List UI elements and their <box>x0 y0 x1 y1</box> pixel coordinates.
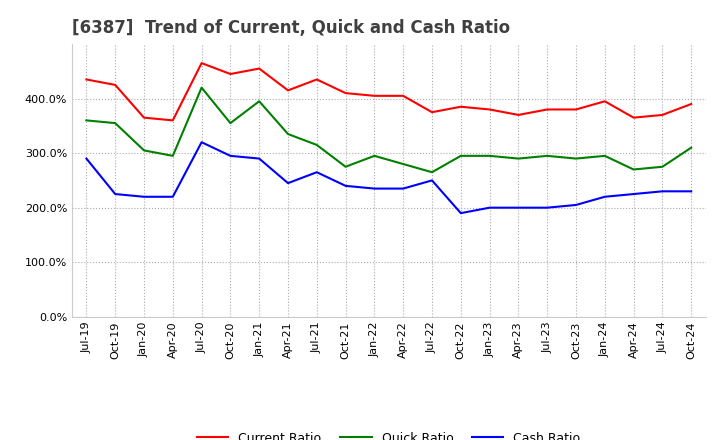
Quick Ratio <box>456 153 465 158</box>
Current Ratio <box>284 88 292 93</box>
Quick Ratio <box>370 153 379 158</box>
Quick Ratio <box>543 153 552 158</box>
Current Ratio <box>456 104 465 110</box>
Quick Ratio <box>485 153 494 158</box>
Quick Ratio <box>629 167 638 172</box>
Text: [6387]  Trend of Current, Quick and Cash Ratio: [6387] Trend of Current, Quick and Cash … <box>72 19 510 37</box>
Quick Ratio <box>197 85 206 90</box>
Cash Ratio <box>341 183 350 188</box>
Cash Ratio <box>456 210 465 216</box>
Quick Ratio <box>226 121 235 126</box>
Quick Ratio <box>168 153 177 158</box>
Cash Ratio <box>658 189 667 194</box>
Cash Ratio <box>197 139 206 145</box>
Cash Ratio <box>168 194 177 199</box>
Quick Ratio <box>399 161 408 167</box>
Current Ratio <box>629 115 638 120</box>
Cash Ratio <box>370 186 379 191</box>
Cash Ratio <box>226 153 235 158</box>
Cash Ratio <box>600 194 609 199</box>
Quick Ratio <box>658 164 667 169</box>
Quick Ratio <box>82 118 91 123</box>
Current Ratio <box>370 93 379 99</box>
Cash Ratio <box>111 191 120 197</box>
Cash Ratio <box>140 194 148 199</box>
Current Ratio <box>600 99 609 104</box>
Cash Ratio <box>514 205 523 210</box>
Current Ratio <box>168 118 177 123</box>
Current Ratio <box>140 115 148 120</box>
Cash Ratio <box>284 180 292 186</box>
Cash Ratio <box>82 156 91 161</box>
Current Ratio <box>485 107 494 112</box>
Quick Ratio <box>600 153 609 158</box>
Quick Ratio <box>111 121 120 126</box>
Current Ratio <box>658 112 667 117</box>
Line: Quick Ratio: Quick Ratio <box>86 88 691 172</box>
Current Ratio <box>226 71 235 77</box>
Cash Ratio <box>255 156 264 161</box>
Cash Ratio <box>543 205 552 210</box>
Line: Cash Ratio: Cash Ratio <box>86 142 691 213</box>
Current Ratio <box>255 66 264 71</box>
Cash Ratio <box>428 178 436 183</box>
Cash Ratio <box>629 191 638 197</box>
Current Ratio <box>341 91 350 96</box>
Current Ratio <box>82 77 91 82</box>
Quick Ratio <box>284 132 292 137</box>
Line: Current Ratio: Current Ratio <box>86 63 691 121</box>
Cash Ratio <box>485 205 494 210</box>
Cash Ratio <box>572 202 580 208</box>
Quick Ratio <box>312 142 321 147</box>
Quick Ratio <box>140 148 148 153</box>
Cash Ratio <box>312 169 321 175</box>
Current Ratio <box>312 77 321 82</box>
Current Ratio <box>514 112 523 117</box>
Quick Ratio <box>255 99 264 104</box>
Cash Ratio <box>399 186 408 191</box>
Quick Ratio <box>572 156 580 161</box>
Cash Ratio <box>687 189 696 194</box>
Quick Ratio <box>687 145 696 150</box>
Legend: Current Ratio, Quick Ratio, Cash Ratio: Current Ratio, Quick Ratio, Cash Ratio <box>192 427 585 440</box>
Current Ratio <box>572 107 580 112</box>
Quick Ratio <box>514 156 523 161</box>
Current Ratio <box>197 60 206 66</box>
Quick Ratio <box>341 164 350 169</box>
Current Ratio <box>687 101 696 106</box>
Current Ratio <box>111 82 120 88</box>
Current Ratio <box>399 93 408 99</box>
Quick Ratio <box>428 169 436 175</box>
Current Ratio <box>543 107 552 112</box>
Current Ratio <box>428 110 436 115</box>
